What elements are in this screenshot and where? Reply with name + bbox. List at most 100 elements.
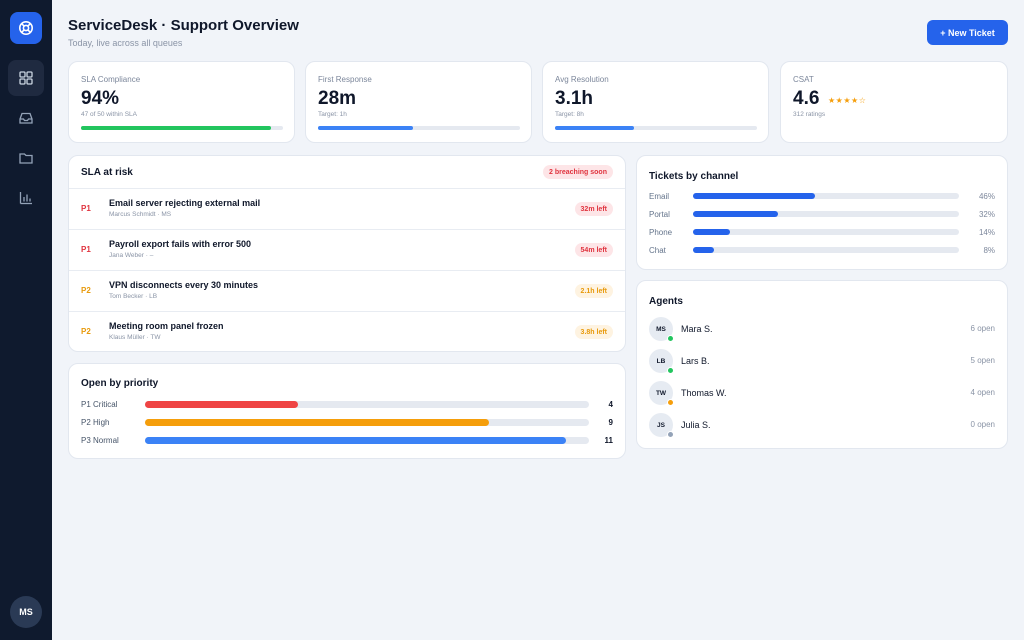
ticket-title: Payroll export fails with error 500 — [109, 239, 252, 249]
channel-percent: 14% — [978, 228, 995, 237]
kpi-value: 4.6 — [793, 88, 820, 109]
channel-bar-track — [693, 193, 959, 199]
ticket-meta: Tom Becker · LB — [109, 293, 158, 300]
card-title: Agents — [649, 296, 683, 307]
agent-initials: MS — [656, 325, 666, 333]
status-dot-icon — [667, 399, 674, 406]
ticket-meta: Marcus Schmidt · MS — [109, 211, 172, 218]
kpi-label: Avg Resolution — [555, 75, 609, 84]
agent-open-count: 4 open — [970, 388, 995, 397]
nav-reports[interactable] — [8, 180, 44, 216]
agent-name[interactable]: Julia S. — [681, 420, 711, 430]
agent-open-count: 6 open — [970, 324, 995, 333]
agent-initials: TW — [655, 389, 667, 397]
priority-label: P1 — [81, 204, 91, 213]
user-avatar[interactable]: MS — [10, 596, 42, 628]
page-title: ServiceDesk · Support Overview — [68, 17, 299, 34]
main-content: ServiceDesk · Support Overview Today, li… — [52, 0, 1024, 640]
agent-avatar[interactable]: LB — [649, 349, 674, 374]
priority-bar-track — [145, 419, 589, 426]
channel-label: Chat — [649, 246, 666, 255]
status-dot-icon — [667, 367, 674, 374]
channel-bar-fill — [693, 247, 714, 253]
page-subtitle: Today, live across all queues — [68, 38, 183, 48]
channel-bar-track — [693, 229, 959, 235]
card-title: SLA at risk — [81, 167, 133, 178]
lifebuoy-icon — [19, 21, 33, 35]
sla-risk-row[interactable]: P1 Email server rejecting external mail Ma… — [69, 188, 625, 229]
agent-name[interactable]: Thomas W. — [681, 388, 727, 398]
folder-icon — [19, 153, 33, 164]
priority-bar-fill — [145, 419, 489, 426]
priority-bar-label: P3 Normal — [81, 436, 119, 445]
nav-inbox[interactable] — [8, 100, 44, 136]
kpi-subtext: Target: 1h — [318, 111, 347, 118]
kpi-progress-track — [318, 126, 520, 130]
priority-bar-track — [145, 401, 589, 408]
priority-bar-count: 9 — [608, 418, 613, 427]
kpi-label: CSAT — [793, 75, 814, 84]
priority-label: P1 — [81, 245, 91, 254]
channel-label: Email — [649, 192, 670, 201]
priority-card: Open by priority P1 Critical 4 P2 High 9 P3 … — [68, 363, 626, 459]
kpi-progress-fill — [318, 126, 413, 130]
kpi-card-first-response[interactable]: First Response 28m Target: 1h — [305, 61, 532, 143]
status-dot-icon — [667, 335, 674, 342]
sla-risk-row[interactable]: P2 VPN disconnects every 30 minutes Tom Be… — [69, 270, 625, 311]
kpi-progress-fill — [555, 126, 634, 130]
priority-bar-label: P1 Critical — [81, 400, 118, 409]
channel-bar-track — [693, 247, 959, 253]
kpi-subtext: 312 ratings — [793, 111, 826, 118]
kpi-card-sla[interactable]: SLA Compliance 94% 47 of 50 within SLA — [68, 61, 295, 143]
time-left-badge: 2.1h left — [574, 284, 613, 298]
ticket-meta: Jana Weber · – — [109, 252, 154, 259]
ticket-title: VPN disconnects every 30 minutes — [109, 280, 259, 290]
channel-label: Portal — [649, 210, 670, 219]
kpi-progress-fill — [81, 126, 271, 130]
bar-chart-icon — [19, 192, 32, 205]
ticket-meta: Klaus Müller · TW — [109, 334, 161, 341]
kpi-label: First Response — [318, 75, 372, 84]
priority-bar-count: 11 — [604, 436, 613, 445]
agent-avatar[interactable]: MS — [649, 317, 674, 342]
status-dot-icon — [667, 431, 674, 438]
channel-percent: 8% — [983, 246, 995, 255]
time-left-badge: 32m left — [574, 202, 613, 216]
priority-bar-fill — [145, 401, 298, 408]
agent-name[interactable]: Lars B. — [681, 356, 710, 366]
kpi-progress-track — [555, 126, 757, 130]
agents-card: Agents MS Mara S. 6 open LB Lars B. 5 open TW T… — [636, 280, 1008, 449]
channel-percent: 46% — [978, 192, 995, 201]
card-title: Tickets by channel — [649, 171, 739, 182]
nav-folder[interactable] — [8, 140, 44, 176]
channel-bar-fill — [693, 211, 778, 217]
sla-risk-row[interactable]: P1 Payroll export fails with error 500 Jan… — [69, 229, 625, 270]
time-left-badge: 54m left — [574, 243, 613, 257]
kpi-label: SLA Compliance — [81, 75, 141, 84]
time-left-badge: 3.8h left — [574, 325, 613, 339]
logo[interactable] — [10, 12, 42, 44]
priority-bar-fill — [145, 437, 566, 444]
nav-dashboard[interactable] — [8, 60, 44, 96]
agent-name[interactable]: Mara S. — [681, 324, 713, 334]
breaching-badge: 2 breaching soon — [543, 165, 613, 179]
priority-bar-label: P2 High — [81, 418, 110, 427]
priority-label: P2 — [81, 327, 91, 336]
channel-bar-fill — [693, 229, 730, 235]
kpi-card-csat[interactable]: CSAT 4.6 ★★★★☆ 312 ratings — [780, 61, 1008, 143]
kpi-progress-track — [81, 126, 283, 130]
ticket-title: Email server rejecting external mail — [109, 198, 261, 208]
new-ticket-button[interactable]: + New Ticket — [927, 20, 1008, 45]
inbox-icon — [19, 112, 33, 124]
grid-icon — [19, 71, 33, 85]
agent-avatar[interactable]: JS — [649, 413, 674, 438]
star-rating-icon: ★★★★☆ — [828, 96, 867, 105]
agent-avatar[interactable]: TW — [649, 381, 674, 406]
kpi-subtext: Target: 8h — [555, 111, 584, 118]
channel-card: Tickets by channel Email 46% Portal 32% Phon… — [636, 155, 1008, 270]
kpi-value: 94% — [81, 88, 120, 109]
agent-initials: LB — [656, 357, 666, 365]
sla-risk-row[interactable]: P2 Meeting room panel frozen Klaus Müller … — [69, 311, 625, 352]
kpi-card-avg-resolution[interactable]: Avg Resolution 3.1h Target: 8h — [542, 61, 769, 143]
channel-label: Phone — [649, 228, 673, 237]
